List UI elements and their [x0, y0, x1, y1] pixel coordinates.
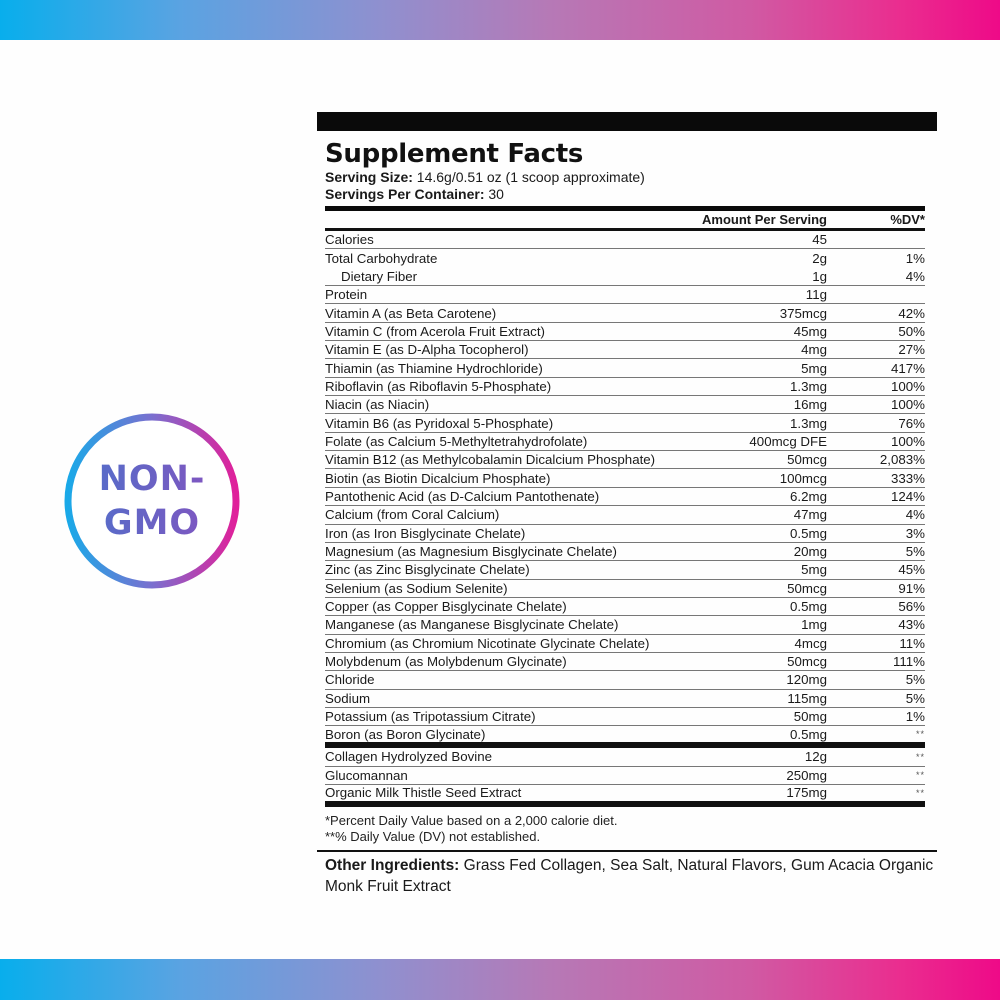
top-gradient-bar [0, 0, 1000, 40]
other-ingredients-label: Other Ingredients: [325, 856, 460, 874]
header-amount: Amount Per Serving [702, 212, 827, 227]
non-gmo-badge: NON- GMO [63, 412, 241, 590]
table-row: Magnesium (as Magnesium Bisglycinate Che… [325, 543, 925, 562]
table-row: Thiamin (as Thiamine Hydrochloride) 5mg 41… [325, 359, 925, 378]
table-row: Molybdenum (as Molybdenum Glycinate) 50mc… [325, 653, 925, 672]
table-row: Potassium (as Tripotassium Citrate) 50mg 1… [325, 708, 925, 727]
non-gmo-badge-icon [64, 413, 240, 589]
facts-table: Amount Per Serving %DV* Calories 45 Total… [325, 206, 925, 807]
table-row: Boron (as Boron Glycinate) 0.5mg ** [325, 726, 925, 749]
badge-text: NON- GMO [63, 412, 241, 590]
table-row: Niacin (as Niacin) 16mg 100% [325, 396, 925, 415]
table-row: Biotin (as Biotin Dicalcium Phosphate) 10… [325, 469, 925, 488]
supplement-facts-panel: Supplement Facts Serving Size: 14.6g/0.5… [317, 112, 937, 897]
panel-title: Supplement Facts [325, 139, 584, 169]
other-ingredients: Other Ingredients: Grass Fed Collagen, S… [325, 855, 945, 897]
serving-size-value: 14.6g/0.51 oz (1 scoop approximate) [412, 169, 645, 185]
table-row: Copper (as Copper Bisglycinate Chelate) 0… [325, 598, 925, 617]
other-ingredients-value: Grass Fed Collagen, Sea Salt, Natural Fl… [325, 856, 934, 895]
table-row: Sodium 115mg 5% [325, 690, 925, 708]
table-row: Pantothenic Acid (as D-Calcium Pantothen… [325, 488, 925, 507]
table-row: Vitamin A (as Beta Carotene) 375mcg 42% [325, 304, 925, 323]
footnote-dv-not-established: **% Daily Value (DV) not established. [325, 829, 541, 845]
table-row: Iron (as Iron Bisglycinate Chelate) 0.5mg… [325, 525, 925, 543]
table-row: Collagen Hydrolyzed Bovine 12g ** [325, 748, 925, 767]
table-header: Amount Per Serving %DV* [325, 211, 925, 231]
serving-size-label: Serving Size: [325, 169, 413, 185]
table-row: Glucomannan 250mg ** [325, 767, 925, 785]
table-row: Selenium (as Sodium Selenite) 50mcg 91% [325, 580, 925, 598]
table-row: Vitamin B12 (as Methylcobalamin Dicalciu… [325, 451, 925, 470]
table-row: Vitamin B6 (as Pyridoxal 5-Phosphate) 1.3… [325, 414, 925, 433]
table-row: Folate (as Calcium 5-Methyltetrahydrofol… [325, 433, 925, 452]
table-row: Total Carbohydrate 2g 1% [325, 251, 925, 267]
badge-line-1: NON- [98, 459, 206, 499]
table-row: Dietary Fiber 1g 4% [325, 268, 925, 287]
table-row: Calories 45 [325, 231, 925, 250]
servings-per-container-value: 30 [484, 185, 504, 202]
table-row: Protein 11g [325, 286, 925, 305]
footnotes: *Percent Daily Value based on a 2,000 ca… [325, 813, 937, 846]
divider-thick [325, 206, 925, 211]
header-dv: %DV* [890, 212, 925, 227]
bottom-gradient-bar [0, 959, 1000, 1000]
footnote-percent-dv: *Percent Daily Value based on a 2,000 ca… [325, 812, 618, 828]
top-black-band [317, 112, 937, 131]
table-row: Zinc (as Zinc Bisglycinate Chelate) 5mg 45… [325, 561, 925, 580]
table-row: Riboflavin (as Riboflavin 5-Phosphate) 1.… [325, 378, 925, 397]
table-row: Organic Milk Thistle Seed Extract 175mg ** [325, 785, 925, 807]
divider-other-ingredients [317, 849, 937, 852]
table-row: Chloride 120mg 5% [325, 671, 925, 690]
table-row: Vitamin E (as D-Alpha Tocopherol) 4mg 27% [325, 341, 925, 360]
badge-line-2: GMO [103, 503, 201, 543]
serving-size: Serving Size: 14.6g/0.51 oz (1 scoop app… [325, 169, 937, 186]
servings-per-container-label: Servings Per Container: [325, 185, 485, 202]
table-row: Vitamin C (from Acerola Fruit Extract) 45… [325, 323, 925, 342]
servings-per-container: Servings Per Container: 30 [325, 186, 937, 203]
table-row: Chromium (as Chromium Nicotinate Glycina… [325, 635, 925, 653]
table-row: Manganese (as Manganese Bisglycinate Che… [325, 616, 925, 635]
table-row: Calcium (from Coral Calcium) 47mg 4% [325, 506, 925, 525]
